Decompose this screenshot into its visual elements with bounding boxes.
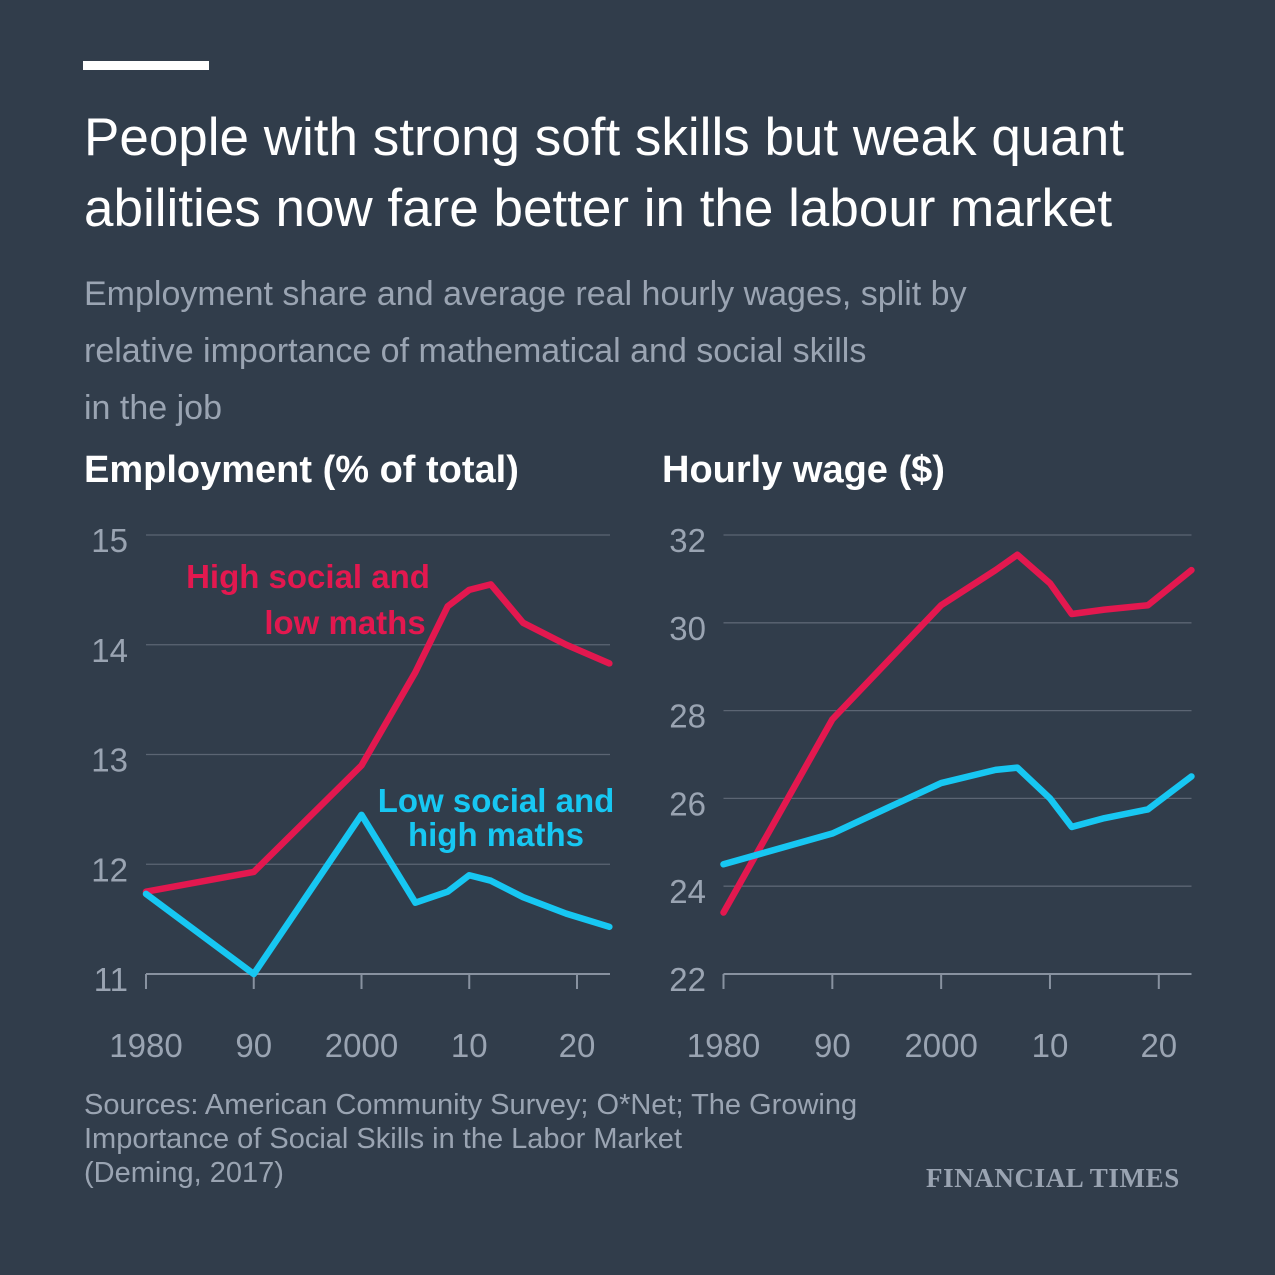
svg-text:26: 26 [669, 785, 706, 822]
svg-text:Low social and: Low social and [378, 782, 615, 819]
svg-text:2000: 2000 [325, 1027, 398, 1064]
svg-text:32: 32 [669, 522, 706, 559]
svg-text:1980: 1980 [109, 1027, 182, 1064]
svg-text:10: 10 [451, 1027, 488, 1064]
svg-text:1980: 1980 [687, 1027, 760, 1064]
svg-text:20: 20 [559, 1027, 596, 1064]
svg-text:High social and: High social and [186, 558, 430, 595]
svg-text:12: 12 [91, 851, 128, 888]
svg-text:15: 15 [91, 522, 128, 559]
svg-text:24: 24 [669, 873, 706, 910]
svg-text:90: 90 [235, 1027, 272, 1064]
svg-text:11: 11 [94, 961, 128, 998]
svg-text:high maths: high maths [408, 816, 584, 853]
svg-text:low maths: low maths [264, 604, 425, 641]
svg-text:10: 10 [1032, 1027, 1069, 1064]
svg-text:20: 20 [1140, 1027, 1177, 1064]
svg-text:28: 28 [669, 698, 706, 735]
svg-text:22: 22 [669, 961, 706, 998]
svg-text:14: 14 [91, 632, 128, 669]
svg-text:30: 30 [669, 610, 706, 647]
svg-text:13: 13 [91, 742, 128, 779]
svg-text:2000: 2000 [904, 1027, 977, 1064]
svg-text:90: 90 [814, 1027, 851, 1064]
